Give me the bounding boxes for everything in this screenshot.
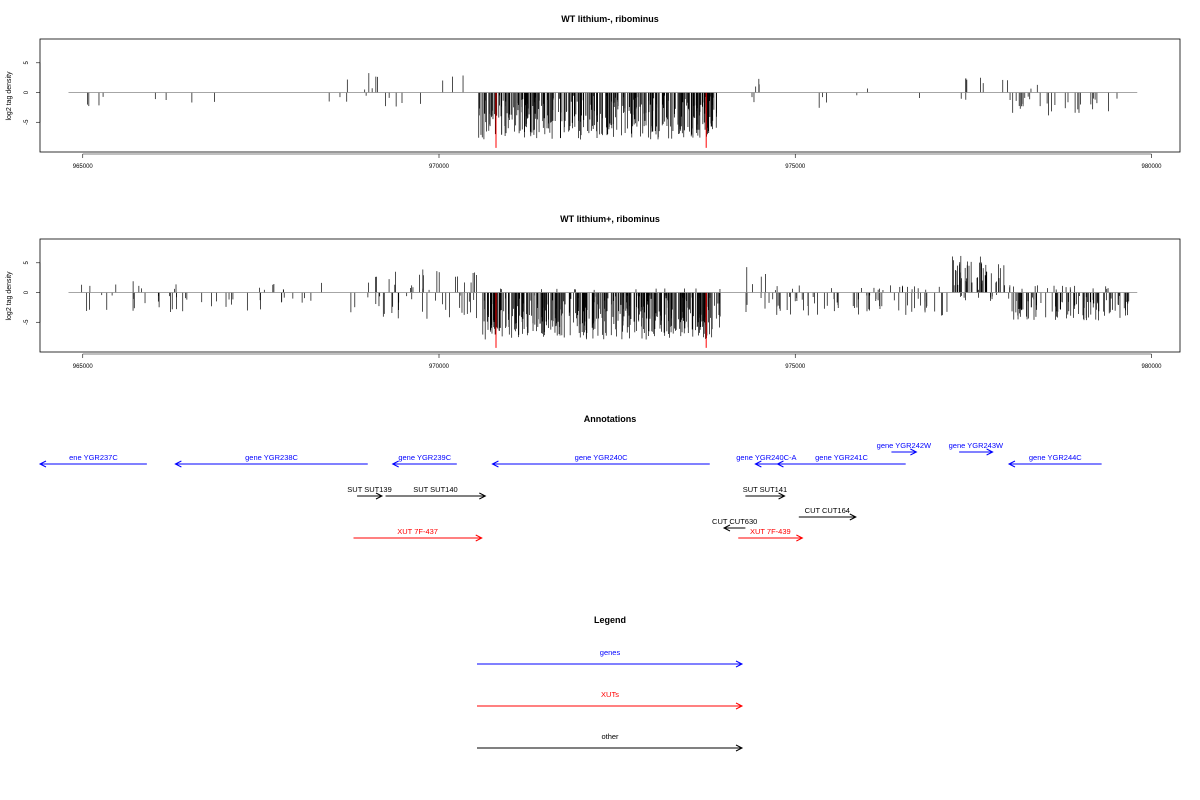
annotation-feature: gene YGR242W: [877, 441, 932, 456]
y-axis-label: log2 tag density: [6, 271, 13, 321]
x-tick-label: 970000: [429, 164, 450, 170]
annotation-feature: gene YGR239C: [391, 453, 457, 468]
feature-arrowhead: [910, 448, 918, 456]
legend-item: other: [477, 732, 744, 752]
legend-panel: Legend genes XUTs other: [477, 615, 744, 752]
legend-item: XUTs: [477, 690, 744, 710]
feature-arrowhead: [391, 460, 399, 468]
legend-layer: genes XUTs other: [477, 648, 744, 752]
bar-layer: [87, 73, 1118, 148]
annotation-feature: gene YGR240C-A: [736, 453, 797, 468]
x-tick-label: 980000: [1141, 364, 1162, 370]
legend-arrowhead: [735, 660, 744, 668]
x-tick-label: 980000: [1141, 164, 1162, 170]
annotation-feature: SUT SUT139: [347, 485, 392, 500]
x-tick-label: 975000: [785, 164, 806, 170]
legend-title: Legend: [594, 615, 626, 625]
annotation-feature: SUT SUT141: [743, 485, 787, 500]
feature-arrowhead: [754, 460, 762, 468]
feature-label: gene YGR240C: [575, 453, 628, 462]
feature-label: gene YGR244C: [1029, 453, 1082, 462]
annotation-feature: gene YGR240C: [491, 453, 710, 468]
annotations-title: Annotations: [584, 414, 637, 424]
x-tick-label: 965000: [73, 364, 94, 370]
annotation-feature: gene YGR238C: [174, 453, 368, 468]
feature-arrowhead: [796, 534, 804, 542]
annotation-feature: XUT 7F-439: [738, 527, 804, 542]
y-tick-label: -5: [24, 119, 30, 125]
annotation-feature: XUT 7F-437: [353, 527, 483, 542]
annotation-feature: gene YGR244C: [1007, 453, 1102, 468]
feature-label: gene YGR239C: [398, 453, 451, 462]
track-lithium-plus: WT lithium+, ribominus log2 tag density …: [6, 214, 1181, 370]
x-tick-label: 970000: [429, 364, 450, 370]
feature-arrowhead: [479, 492, 487, 500]
feature-arrowhead: [778, 492, 786, 500]
feature-arrowhead: [174, 460, 182, 468]
track-title: WT lithium+, ribominus: [560, 214, 660, 224]
annotation-feature: gene YGR241C: [776, 453, 906, 468]
feature-label: XUT 7F-439: [750, 527, 791, 536]
track-title: WT lithium-, ribominus: [561, 14, 659, 24]
axes-layer: 5 0 -5 965000 970000 975000 980000: [24, 260, 1162, 370]
feature-label: gene YGR241C: [815, 453, 868, 462]
feature-arrowhead: [475, 534, 483, 542]
x-tick-label: 965000: [73, 164, 94, 170]
annotation-feature: CUT CUT164: [798, 506, 857, 521]
legend-label: XUTs: [601, 690, 619, 699]
legend-arrowhead: [735, 702, 744, 710]
legend-item: genes: [477, 648, 744, 668]
y-tick-label: 5: [24, 260, 30, 264]
feature-layer: ene YGR237C gene YGR238C gene YGR239C gene …: [38, 441, 1102, 542]
feature-label: gene YGR242W: [877, 441, 932, 450]
y-tick-label: 0: [24, 90, 30, 94]
annotation-feature: SUT SUT140: [385, 485, 487, 500]
annotation-feature: gene YGR243W: [949, 441, 1004, 456]
feature-label: SUT SUT140: [413, 485, 457, 494]
feature-label: ene YGR237C: [69, 453, 118, 462]
axes-layer: 5 0 -5 965000 970000 975000 980000: [24, 60, 1162, 170]
feature-arrowhead: [849, 513, 857, 521]
y-axis-label: log2 tag density: [6, 71, 13, 121]
legend-label: genes: [600, 648, 621, 657]
feature-label: CUT CUT630: [712, 517, 757, 526]
feature-arrowhead: [722, 524, 731, 532]
legend-arrowhead: [735, 744, 744, 752]
y-tick-label: -5: [24, 319, 30, 325]
feature-label: SUT SUT139: [347, 485, 391, 494]
feature-label: SUT SUT141: [743, 485, 787, 494]
feature-arrowhead: [1007, 460, 1016, 468]
feature-label: XUT 7F-437: [397, 527, 438, 536]
feature-arrowhead: [776, 460, 784, 468]
bar-layer: [81, 255, 1130, 348]
feature-label: gene YGR238C: [245, 453, 298, 462]
x-tick-label: 975000: [785, 364, 806, 370]
feature-arrowhead: [38, 460, 47, 468]
annotation-feature: ene YGR237C: [38, 453, 147, 468]
annotation-feature: CUT CUT630: [712, 517, 757, 532]
y-tick-label: 5: [24, 60, 30, 64]
feature-arrowhead: [375, 492, 384, 500]
feature-label: CUT CUT164: [805, 506, 850, 515]
y-tick-label: 0: [24, 290, 30, 294]
track-lithium-minus: WT lithium-, ribominus log2 tag density …: [6, 14, 1181, 170]
feature-arrowhead: [491, 460, 499, 468]
feature-arrowhead: [986, 448, 994, 456]
annotations-panel: Annotations ene YGR237C gene YGR238C gene …: [38, 414, 1102, 542]
feature-label: gene YGR243W: [949, 441, 1004, 450]
legend-label: other: [601, 732, 619, 741]
feature-label: gene YGR240C-A: [736, 453, 796, 462]
